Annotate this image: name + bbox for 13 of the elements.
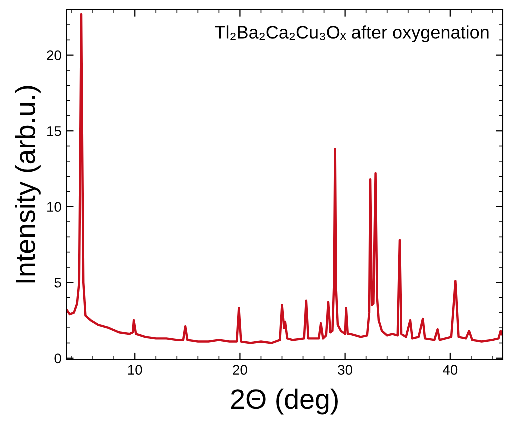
y-tick-label: 5 (54, 278, 62, 288)
x-tick-label: 10 (128, 365, 142, 375)
x-axis-title: 2Θ (deg) (231, 388, 338, 415)
x-tick-label: 40 (443, 365, 458, 375)
y-tick-label: 15 (48, 126, 62, 136)
line-series (66, 13, 503, 344)
y-tick-label: 0 (54, 354, 62, 364)
x-tick-label: 20 (233, 365, 248, 375)
y-axis-title: Intensity (arb.u.) (15, 86, 41, 283)
y-tick-label: 10 (48, 202, 62, 212)
y-tick-label: 20 (47, 50, 62, 61)
x-tick-label: 30 (338, 365, 352, 375)
annotation: Tl₂Ba₂Ca₂Cu₃Oₓ after oxygenation (215, 26, 489, 42)
